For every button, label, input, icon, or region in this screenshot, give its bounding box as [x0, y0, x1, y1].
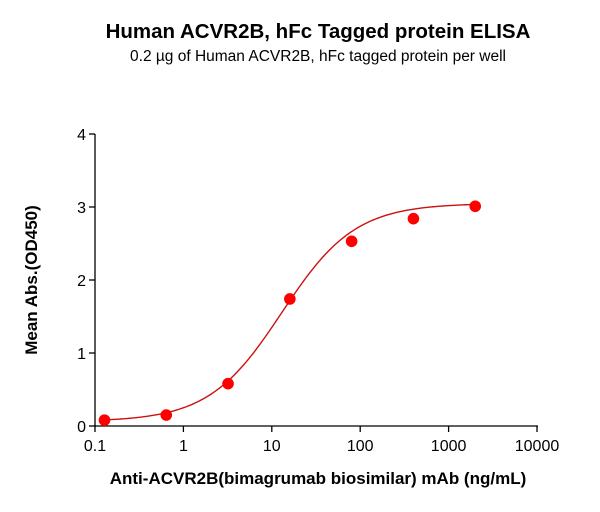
data-point-marker	[222, 377, 234, 390]
chart-title: Human ACVR2B, hFc Tagged protein ELISA	[105, 20, 531, 43]
data-point-marker	[345, 235, 358, 248]
x-tick-label: 1000	[431, 438, 467, 455]
data-point-marker	[284, 293, 296, 305]
fit-curve	[104, 203, 476, 421]
chart-subtitle: 0.2 µg of Human ACVR2B, hFc tagged prote…	[130, 48, 506, 65]
fit-curve-path	[104, 203, 476, 421]
data-points	[98, 200, 482, 426]
y-tick-label: 0	[77, 419, 86, 436]
x-tick-label: 0.1	[84, 438, 106, 455]
data-point-marker	[407, 212, 420, 225]
y-tick-label: 1	[77, 346, 86, 363]
x-tick-label: 1	[179, 438, 188, 455]
axes: 0 1 2 3 4 0.1 1 10 100 1000 10000	[77, 127, 559, 455]
y-tick-label: 4	[77, 127, 86, 144]
data-point-marker	[160, 409, 173, 421]
y-tick-label: 2	[77, 273, 86, 290]
data-point-marker	[98, 414, 111, 426]
x-tick-label: 100	[347, 438, 374, 455]
data-point-marker	[469, 200, 482, 213]
y-tick-label: 3	[77, 200, 86, 217]
x-axis-label: Anti-ACVR2B(bimagrumab biosimilar) mAb (…	[109, 469, 527, 488]
x-tick-label: 10	[263, 438, 281, 455]
x-tick-label: 10000	[515, 438, 560, 455]
